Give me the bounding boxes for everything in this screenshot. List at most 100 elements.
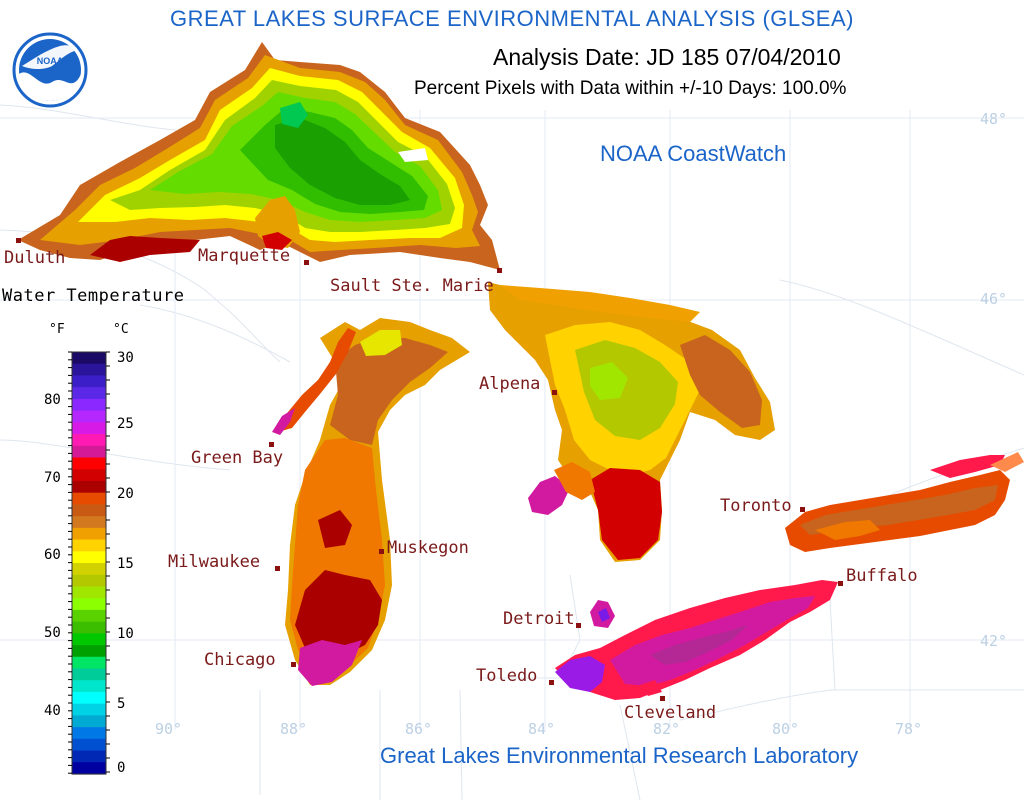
f-tick-70: 70 xyxy=(44,470,61,486)
legend-swatch xyxy=(72,480,106,494)
city-marker-toledo xyxy=(549,680,554,685)
footer-credit: Great Lakes Environmental Research Labor… xyxy=(380,743,859,768)
legend-swatch xyxy=(72,621,106,634)
lat-label-46: 46° xyxy=(980,290,1008,308)
f-tick-80: 80 xyxy=(44,392,61,408)
city-marker-green-bay xyxy=(269,442,274,447)
legend-swatch xyxy=(72,363,106,377)
lake-superior xyxy=(18,42,500,270)
city-label-duluth: Duluth xyxy=(4,248,66,268)
legend-swatch xyxy=(72,352,106,365)
lon-label-88: 88° xyxy=(280,720,308,738)
legend-swatch xyxy=(72,609,106,623)
city-marker-duluth xyxy=(16,238,21,243)
legend-swatch xyxy=(72,375,106,388)
legend-swatch xyxy=(72,762,106,775)
legend-unit-f: °F xyxy=(49,322,65,337)
city-label-toronto: Toronto xyxy=(720,496,792,516)
noaa-logo-text: NOAA xyxy=(37,56,64,66)
legend-unit-c: °C xyxy=(113,322,129,337)
legend-swatch xyxy=(72,563,106,576)
city-label-muskegon: Muskegon xyxy=(387,538,469,558)
legend-swatch xyxy=(72,398,106,412)
city-marker-alpena xyxy=(552,390,557,395)
page-title: GREAT LAKES SURFACE ENVIRONMENTAL ANALYS… xyxy=(170,6,854,31)
f-tick-40: 40 xyxy=(44,703,61,719)
lon-label-80: 80° xyxy=(772,720,800,738)
lon-label-82: 82° xyxy=(653,720,681,738)
legend-swatch xyxy=(72,434,106,447)
c-tick-10: 10 xyxy=(117,626,134,642)
lake-erie xyxy=(555,580,838,700)
legend-swatch xyxy=(72,457,106,470)
city-label-milwaukee: Milwaukee xyxy=(168,552,261,572)
city-marker-sault-ste-marie xyxy=(497,268,502,273)
legend-swatch xyxy=(72,598,106,611)
analysis-date: Analysis Date: JD 185 07/04/2010 xyxy=(493,44,841,70)
c-tick-0: 0 xyxy=(117,760,126,776)
city-marker-chicago xyxy=(291,662,296,667)
noaa-logo: NOAA xyxy=(12,32,88,108)
lat-label-48: 48° xyxy=(980,110,1008,128)
legend-swatch xyxy=(72,727,106,740)
legend-swatch xyxy=(72,574,106,588)
city-marker-muskegon xyxy=(379,549,384,554)
city-label-green-bay: Green Bay xyxy=(191,448,284,468)
lat-label-42: 42° xyxy=(980,632,1008,650)
legend-swatch xyxy=(72,551,106,564)
legend-swatch xyxy=(72,410,106,423)
city-marker-detroit xyxy=(576,623,581,628)
city-marker-toronto xyxy=(800,507,805,512)
lon-label-86: 86° xyxy=(405,720,433,738)
city-label-toledo: Toledo xyxy=(476,666,538,686)
city-label-cleveland: Cleveland xyxy=(624,703,717,723)
legend-swatch xyxy=(72,738,106,752)
legend-swatch xyxy=(72,656,106,670)
c-tick-25: 25 xyxy=(117,416,134,432)
city-label-alpena: Alpena xyxy=(479,374,541,394)
c-tick-5: 5 xyxy=(117,696,126,712)
lake-st-clair xyxy=(590,600,615,628)
legend-swatch xyxy=(72,633,106,646)
lake-michigan xyxy=(272,318,470,686)
legend-swatch xyxy=(72,469,106,482)
city-label-marquette: Marquette xyxy=(198,246,291,266)
lon-label-84: 84° xyxy=(528,720,556,738)
temperature-color-scale xyxy=(68,351,110,775)
f-tick-60: 60 xyxy=(44,547,61,563)
lake-huron xyxy=(488,282,775,562)
legend-title: Water Temperature xyxy=(2,286,185,306)
legend-swatch xyxy=(72,527,106,541)
legend-swatch xyxy=(72,691,106,705)
legend-swatch xyxy=(72,516,106,529)
f-tick-50: 50 xyxy=(44,625,61,641)
city-label-buffalo: Buffalo xyxy=(846,566,918,586)
city-label-detroit: Detroit xyxy=(503,609,575,629)
percent-pixels: Percent Pixels with Data within +/-10 Da… xyxy=(414,78,847,99)
legend-swatch xyxy=(72,422,106,435)
c-tick-30: 30 xyxy=(117,350,134,366)
city-marker-cleveland xyxy=(660,696,665,701)
legend-swatch xyxy=(72,680,106,693)
legend-swatch xyxy=(72,586,106,599)
legend-swatch xyxy=(72,750,106,763)
lon-label-78: 78° xyxy=(895,720,923,738)
legend-swatch xyxy=(72,539,106,552)
c-tick-20: 20 xyxy=(117,486,134,502)
legend-swatch xyxy=(72,387,106,400)
city-label-sault-ste-marie: Sault Ste. Marie xyxy=(330,276,494,296)
c-tick-15: 15 xyxy=(117,556,134,572)
legend-swatch xyxy=(72,492,106,505)
coastwatch-label: NOAA CoastWatch xyxy=(600,141,787,166)
city-marker-buffalo xyxy=(838,581,843,586)
legend-swatch xyxy=(72,703,106,716)
legend-swatch xyxy=(72,645,106,658)
lon-label-90: 90° xyxy=(155,720,183,738)
city-label-chicago: Chicago xyxy=(204,650,276,670)
legend-swatch xyxy=(72,668,106,681)
legend-swatch xyxy=(72,715,106,728)
city-marker-marquette xyxy=(304,260,309,265)
city-marker-milwaukee xyxy=(275,566,280,571)
